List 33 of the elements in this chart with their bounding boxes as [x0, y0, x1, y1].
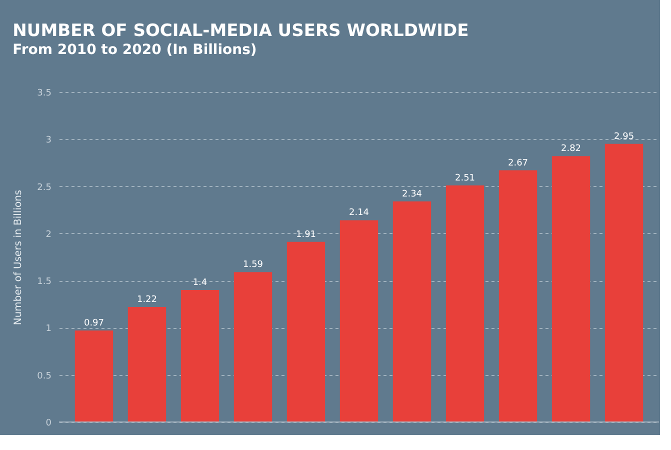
- y-tick-label: 0.5: [37, 371, 52, 382]
- y-axis-title: Number of Users in Billions: [13, 190, 24, 326]
- data-label: 1.91: [296, 230, 316, 240]
- data-label: 1.4: [192, 278, 208, 288]
- data-label: 2.34: [402, 189, 422, 200]
- bar: [446, 185, 484, 422]
- data-label: 2.67: [508, 158, 528, 168]
- y-tick-label: 2: [46, 230, 52, 240]
- data-label: 2.51: [454, 173, 476, 184]
- bar: [552, 156, 590, 422]
- bar: [392, 201, 432, 422]
- bar: [128, 306, 166, 422]
- y-tick-label: 3: [46, 136, 52, 146]
- bar: [234, 272, 272, 422]
- bar: [498, 170, 538, 422]
- chart-subtitle: From 2010 to 2020 (In Billions): [12, 42, 257, 58]
- y-tick-label: 2.5: [37, 182, 52, 193]
- data-label: 2.95: [614, 132, 634, 142]
- data-label: 0.97: [84, 318, 104, 329]
- data-label: 1.22: [136, 294, 158, 305]
- data-label: 2.82: [560, 144, 582, 154]
- y-tick-label: 1: [46, 324, 52, 334]
- y-tick-label: 1.5: [37, 277, 52, 288]
- bar: [180, 290, 220, 422]
- data-label: 1.59: [242, 260, 264, 270]
- bar: [604, 144, 644, 422]
- bar: [74, 330, 114, 422]
- bar: [340, 220, 378, 422]
- bar: [286, 242, 326, 422]
- chart-title: NUMBER OF SOCIAL-MEDIA USERS WORLDWIDE: [12, 21, 469, 41]
- y-tick-label: 3.5: [37, 88, 52, 98]
- data-label: 2.14: [348, 208, 370, 218]
- y-tick-label: 0: [46, 418, 52, 428]
